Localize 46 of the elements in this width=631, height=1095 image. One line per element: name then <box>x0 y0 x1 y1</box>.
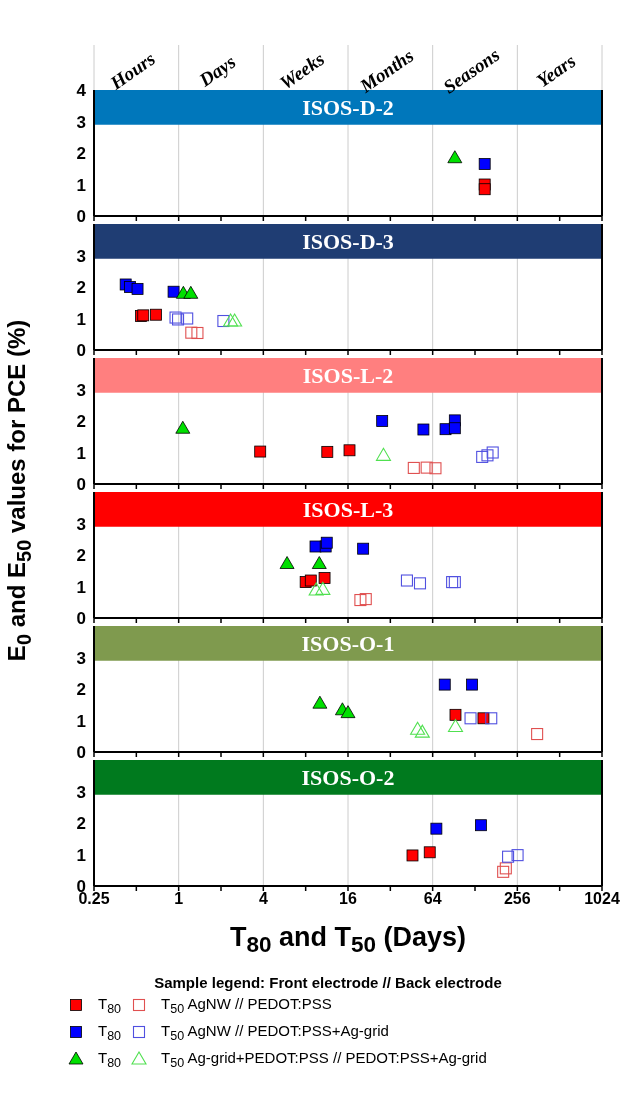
band-label: ISOS-D-3 <box>302 229 394 255</box>
y-tick-label: 3 <box>76 380 86 400</box>
band-label: ISOS-O-1 <box>301 631 395 657</box>
text: Days <box>194 50 240 92</box>
y-tick-label: 3 <box>76 112 86 132</box>
y-tick-label: 2 <box>76 412 86 432</box>
y-tick-label: 1 <box>76 577 86 597</box>
y-tick-label: 1 <box>76 845 86 865</box>
y-tick-label: 1 <box>76 711 86 731</box>
band-label: ISOS-O-2 <box>301 765 395 791</box>
y-tick-label: 3 <box>76 246 86 266</box>
x-tick-label: 16 <box>339 890 357 908</box>
y-tick-label: 3 <box>76 648 86 668</box>
y-tick-label: 2 <box>76 144 86 164</box>
y-tick-label: 2 <box>76 546 86 566</box>
legend-label: T$_{50}$ AgNW // PEDOT:PSS+Ag-grid <box>161 1022 389 1043</box>
band-label: ISOS-L-2 <box>302 363 394 389</box>
y-tick-label: 2 <box>76 278 86 298</box>
legend-label: T$_{80}$ <box>98 1022 122 1043</box>
legend-label: T$_{80}$ <box>98 995 122 1016</box>
x-tick-label: 256 <box>503 890 531 908</box>
x-tick-label: 1024 <box>584 890 620 908</box>
legend-label: T$_{50}$ Ag-grid+PEDOT:PSS // PEDOT:PSS+Ag-grid <box>161 1049 487 1070</box>
legend-label: T$_{50}$ AgNW // PEDOT:PSS <box>161 995 332 1016</box>
y-tick-label: 3 <box>76 514 86 534</box>
y-tick-label: 2 <box>76 814 86 834</box>
annotation: Years <box>532 49 580 92</box>
y-tick-label: 0 <box>76 207 86 227</box>
legend-label: T$_{80}$ <box>98 1049 122 1070</box>
legend-title: Sample legend: Front electrode // Back electrode <box>153 973 503 993</box>
x-tick-label: 64 <box>423 890 442 908</box>
y-tick-label: 0 <box>76 743 86 763</box>
y-tick-label: 1 <box>76 175 86 195</box>
y-tick-label: 0 <box>76 341 86 361</box>
y-tick-label: 1 <box>76 309 86 329</box>
band-label: ISOS-L-3 <box>302 497 394 523</box>
band-label: ISOS-D-2 <box>302 95 394 121</box>
y-tick-label: 3 <box>76 782 86 802</box>
x-tick-label: 1 <box>174 890 184 908</box>
y-tick-label: 4 <box>76 81 87 101</box>
y-tick-label: 0 <box>76 475 86 495</box>
x-axis-title: T$_{80}$ and T$_{50}$ (Days) <box>228 922 468 959</box>
y-tick-label: 0 <box>76 609 86 629</box>
x-tick-label: 4 <box>258 890 268 908</box>
y-tick-label: 2 <box>76 680 86 700</box>
y-tick-label: 1 <box>76 443 86 463</box>
